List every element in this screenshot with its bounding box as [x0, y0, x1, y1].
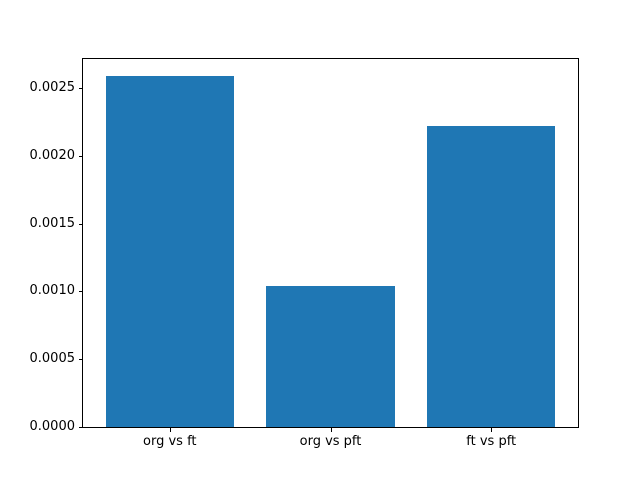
y-tick-mark [79, 359, 83, 361]
y-tick-label: 0.0005 [29, 351, 76, 367]
x-tick-label: org vs pft [299, 434, 362, 449]
y-tick-mark [79, 155, 83, 157]
y-tick-label: 0.0025 [29, 80, 76, 96]
x-tick-mark [330, 428, 332, 432]
bar [426, 126, 556, 427]
y-tick-label: 0.0010 [29, 283, 76, 299]
x-tick-mark [169, 428, 171, 432]
bar [105, 75, 235, 427]
x-tick-label: org vs ft [143, 434, 197, 449]
bar [266, 286, 395, 427]
y-tick-label: 0.0015 [29, 215, 76, 231]
y-tick-mark [79, 88, 83, 90]
x-tick-mark [491, 428, 493, 432]
y-tick-label: 0.0000 [29, 419, 76, 434]
y-tick-mark [79, 427, 83, 428]
y-tick-mark [79, 291, 83, 293]
y-tick-mark [79, 223, 83, 225]
y-tick-label: 0.0020 [29, 147, 76, 163]
x-tick-label: ft vs pft [466, 434, 517, 449]
plot-area: 0.0000 0.0005 0.0010 0.0015 0.0020 0.0025 org… [30, 58, 579, 449]
